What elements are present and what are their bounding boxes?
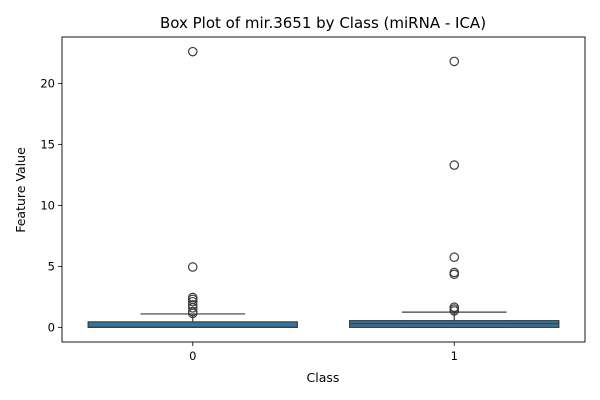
y-tick-label: 5 xyxy=(48,259,55,273)
y-tick-label: 10 xyxy=(40,198,55,212)
box-group-class-0 xyxy=(87,46,298,328)
outlier-point xyxy=(187,306,198,317)
y-tick-label: 15 xyxy=(40,137,55,151)
box-group-class-1 xyxy=(349,56,560,328)
x-axis-label: Class xyxy=(307,370,340,385)
y-axis-label: Feature Value xyxy=(13,147,28,233)
x-tick-label: 1 xyxy=(451,349,458,363)
outlier-point xyxy=(187,296,198,307)
plot-area-frame xyxy=(61,36,586,343)
outlier-point xyxy=(449,302,460,313)
outlier-point xyxy=(449,267,460,278)
outlier-point xyxy=(449,160,460,170)
iqr-box xyxy=(87,321,298,328)
outlier-point xyxy=(187,262,198,272)
outlier-point xyxy=(187,292,198,303)
y-tick-label: 20 xyxy=(40,76,55,90)
outlier-point xyxy=(187,299,198,310)
outlier-point xyxy=(449,56,460,67)
box-series xyxy=(87,46,560,328)
chart-title: Box Plot of mir.3651 by Class (miRNA - I… xyxy=(160,14,486,32)
outlier-point xyxy=(449,252,460,263)
x-tick-label: 0 xyxy=(189,349,196,363)
outlier-point xyxy=(187,46,198,57)
y-axis: 0 5 10 15 20 xyxy=(40,76,62,334)
y-tick-label: 0 xyxy=(48,320,55,334)
